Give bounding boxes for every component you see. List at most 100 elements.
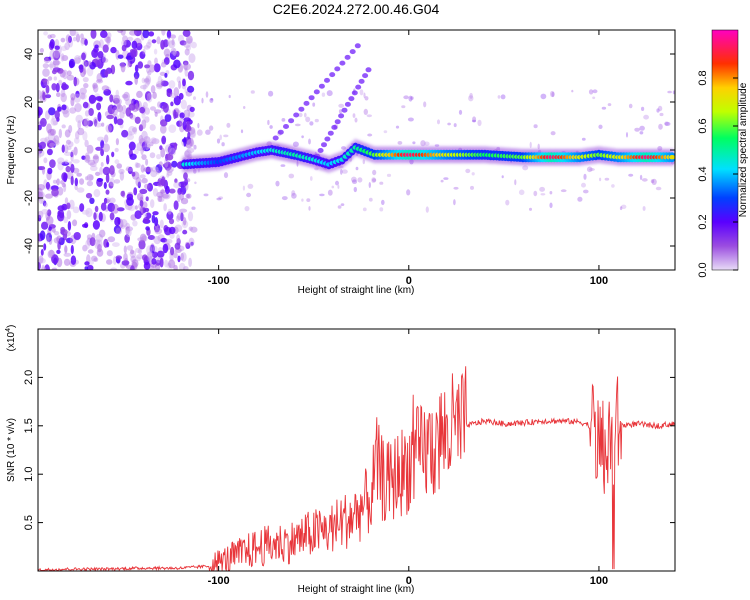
heatmap-noise-cell: [93, 257, 99, 263]
heatmap-noise-cell: [93, 189, 101, 198]
heatmap-noise-cell: [168, 124, 177, 133]
heatmap-noise-cell: [147, 235, 155, 240]
heatmap-noise-cell: [131, 40, 138, 49]
heatmap-noise-cell: [95, 233, 103, 243]
heatmap-faint-cell: [209, 98, 214, 103]
heatmap-noise-cell: [111, 203, 119, 214]
colorbar-tick-label: 0.8: [697, 70, 709, 85]
heatmap-noise-cell: [134, 148, 139, 155]
heatmap-noise-cell: [93, 84, 99, 93]
heatmap-noise-cell: [49, 33, 56, 39]
heatmap-noise-cell: [57, 106, 62, 112]
heatmap-faint-cell: [335, 180, 339, 186]
heatmap-noise-cell: [167, 144, 176, 155]
heatmap-noise-cell: [108, 123, 114, 133]
heatmap-noise-cell: [59, 69, 66, 78]
heatmap-noise-cell: [60, 88, 66, 98]
heatmap-noise-cell: [39, 230, 46, 241]
heatmap-noise-cell: [79, 203, 85, 212]
heatmap-noise-cell: [90, 165, 98, 171]
heatmap-faint-cell: [355, 166, 359, 171]
heatmap-noise-cell: [166, 262, 172, 269]
heatmap-noise-cell: [182, 30, 191, 37]
heatmap-noise-cell: [119, 62, 126, 69]
heatmap-faint-cell: [281, 196, 288, 201]
heatmap-noise-cell: [48, 63, 57, 68]
heatmap-faint-cell: [551, 91, 555, 98]
heatmap-noise-cell: [100, 148, 104, 157]
heatmap-noise-cell: [150, 199, 155, 209]
heatmap-noise-cell: [134, 103, 139, 112]
heatmap-noise-cell: [76, 172, 82, 177]
svg-text:(x104): (x104): [5, 325, 17, 352]
heatmap-noise-cell: [125, 228, 132, 237]
heatmap-faint-cell: [522, 165, 529, 171]
heatmap-noise-cell: [121, 129, 129, 138]
heatmap-noise-cell: [60, 53, 65, 62]
heatmap-noise-cell: [99, 229, 106, 238]
heatmap-faint-cell: [639, 125, 645, 131]
heatmap-faint-cell: [216, 197, 222, 201]
heatmap-faint-cell: [341, 169, 348, 174]
heatmap-faint-cell: [604, 177, 610, 181]
heatmap-noise-cell: [154, 227, 163, 235]
heatmap-streak-cell: [288, 118, 295, 124]
heatmap-streak-cell: [344, 101, 351, 107]
heatmap-noise-cell: [45, 215, 54, 226]
heatmap-faint-cell: [250, 90, 255, 94]
heatmap-faint-cell: [337, 184, 340, 189]
heatmap-noise-cell: [42, 200, 47, 207]
heatmap-noise-cell: [134, 205, 138, 210]
heatmap-noise-cell: [121, 260, 130, 266]
heatmap-noise-cell: [47, 76, 53, 81]
heatmap-noise-cell: [84, 139, 89, 148]
heatmap-faint-cell: [583, 173, 587, 180]
heatmap-noise-cell: [107, 202, 115, 212]
heatmap-faint-cell: [581, 182, 586, 188]
heatmap-noise-cell: [71, 220, 78, 226]
heatmap-noise-cell: [64, 144, 69, 154]
heatmap-noise-cell: [102, 143, 110, 153]
heatmap-noise-cell: [183, 40, 191, 49]
heatmap-noise-cell: [116, 207, 125, 212]
heatmap-noise-cell: [103, 89, 112, 96]
heatmap-noise-cell: [182, 60, 189, 66]
heatmap-noise-cell: [128, 103, 136, 111]
heatmap-noise-cell: [188, 237, 195, 247]
heatmap-noise-cell: [101, 85, 110, 92]
heatmap-faint-cell: [601, 106, 607, 110]
heatmap-noise-cell: [151, 138, 160, 145]
heatmap-noise-cell: [125, 226, 134, 232]
heatmap-noise-cell: [190, 130, 196, 138]
heatmap-noise-cell: [185, 193, 190, 199]
heatmap-noise-cell: [160, 61, 167, 68]
heatmap-faint-cell: [197, 122, 200, 129]
heatmap-noise-cell: [113, 116, 118, 125]
heatmap-noise-cell: [109, 94, 114, 103]
heatmap-faint-cell: [664, 121, 669, 126]
heatmap-noise-cell: [66, 210, 72, 220]
heatmap-faint-cell: [410, 96, 414, 100]
heatmap-faint-cell: [223, 134, 229, 138]
heatmap-noise-cell: [85, 176, 91, 181]
heatmap-noise-cell: [139, 106, 146, 114]
heatmap-faint-cell: [656, 108, 660, 113]
heatmap-faint-cell: [550, 90, 555, 98]
heatmap-faint-cell: [292, 141, 299, 147]
heatmap-noise-cell: [170, 101, 174, 107]
x-tick-label: 0: [406, 275, 412, 287]
heatmap-noise-cell: [127, 130, 133, 137]
heatmap-noise-cell: [77, 127, 85, 136]
heatmap-noise-cell: [56, 92, 61, 98]
heatmap-noise-cell: [156, 191, 164, 198]
heatmap-noise-cell: [52, 120, 59, 126]
heatmap-noise-cell: [75, 33, 81, 43]
heatmap-noise-cell: [46, 209, 52, 217]
heatmap-noise-cell: [150, 85, 156, 94]
heatmap-noise-cell: [142, 30, 150, 39]
heatmap-faint-cell: [298, 112, 303, 118]
heatmap-noise-cell: [58, 237, 65, 246]
heatmap-noise-cell: [171, 166, 175, 172]
heatmap-noise-cell: [142, 254, 148, 261]
heatmap-noise-cell: [133, 187, 138, 196]
